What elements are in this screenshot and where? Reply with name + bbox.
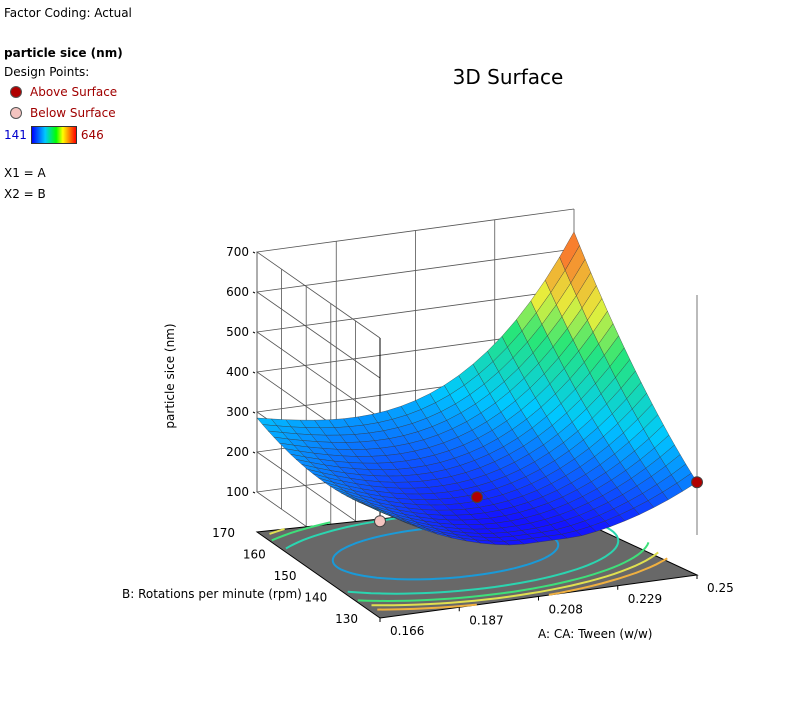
x-tick-label: 0.25: [707, 581, 734, 595]
y-tick-label: 130: [335, 612, 358, 626]
y-tick-label: 150: [274, 569, 297, 583]
z-tick-mark: [252, 291, 256, 294]
z-tick-label: 400: [226, 365, 249, 379]
response-surface: [256, 231, 698, 546]
design-point: [691, 476, 703, 489]
design-points-label: Design Points:: [4, 65, 90, 79]
z-tick-label: 100: [226, 485, 249, 499]
chart-title: 3D Surface: [453, 65, 564, 89]
x-tick-label: 0.187: [469, 613, 503, 627]
below-surface-dot-icon: [10, 107, 22, 119]
x-tick-label: 0.208: [549, 603, 583, 617]
z-tick-label: 200: [226, 445, 249, 459]
color-scale-max: 646: [80, 128, 104, 142]
z-tick-mark: [252, 331, 256, 334]
y-tick-label: 160: [243, 548, 266, 562]
y-tick-label: 170: [212, 526, 235, 540]
legend-above-surface: Above Surface: [4, 85, 117, 99]
z-tick-label: 700: [226, 245, 249, 259]
z-tick-mark: [252, 411, 256, 414]
design-point: [374, 515, 386, 528]
factor-coding-label: Factor Coding: Actual: [4, 6, 132, 20]
z-axis-label: particle sice (nm): [163, 323, 177, 428]
legend-below-surface: Below Surface: [4, 106, 116, 120]
above-surface-dot-icon: [10, 86, 22, 98]
design-point: [471, 491, 483, 504]
below-surface-label: Below Surface: [30, 106, 116, 120]
z-tick-mark: [252, 371, 256, 374]
factor-x1-label: X1 = A: [4, 166, 46, 180]
response-title: particle sice (nm): [4, 46, 123, 60]
z-tick-label: 300: [226, 405, 249, 419]
x-axis-label: A: CA: Tween (w/w): [538, 627, 652, 641]
color-scale-legend: 141 646: [4, 126, 104, 144]
z-tick-label: 600: [226, 285, 249, 299]
x-tick-label: 0.229: [628, 592, 662, 606]
z-tick-label: 500: [226, 325, 249, 339]
y-axis-label: B: Rotations per minute (rpm): [122, 587, 302, 601]
z-tick-mark: [252, 251, 256, 254]
z-tick-mark: [252, 451, 256, 454]
color-gradient-bar: [30, 126, 77, 144]
color-scale-min: 141: [4, 128, 27, 142]
above-surface-label: Above Surface: [30, 85, 118, 99]
factor-x2-label: X2 = B: [4, 187, 46, 201]
z-tick-mark: [252, 491, 256, 494]
x-tick-label: 0.166: [390, 624, 424, 638]
y-tick-label: 140: [304, 591, 327, 605]
